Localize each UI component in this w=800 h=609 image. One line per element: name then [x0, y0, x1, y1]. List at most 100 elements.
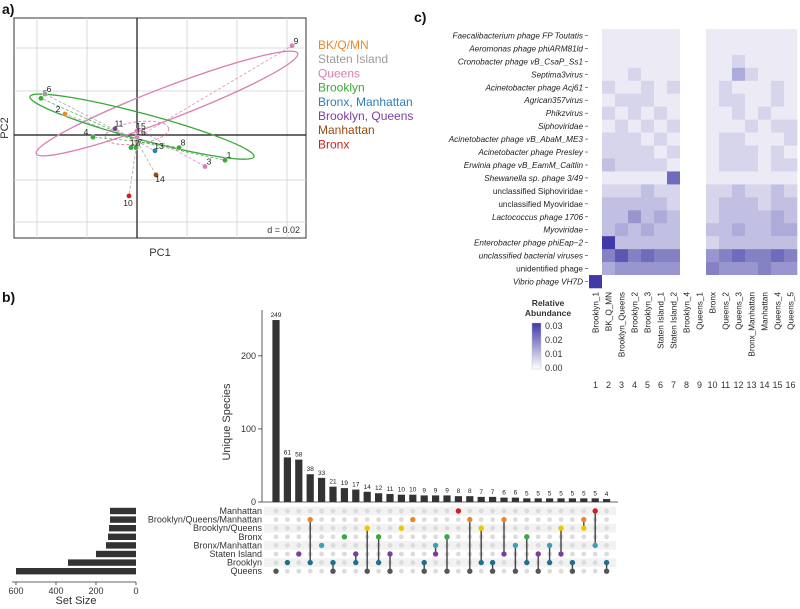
heatmap-row-label: unclassified Siphoviridae [493, 187, 584, 196]
heatmap-cell [615, 158, 629, 172]
heatmap-cell [693, 262, 707, 276]
heatmap-cell [589, 249, 603, 263]
heatmap-column-label: Queens_2 [722, 292, 731, 330]
heatmap-cell [732, 262, 746, 276]
heatmap-cell [615, 29, 629, 43]
pca-legend-item: BK/Q/MN [318, 38, 369, 52]
heatmap-cell [680, 93, 694, 107]
heatmap-cell [745, 275, 759, 289]
matrix-dot-off [547, 568, 552, 574]
heatmap-cell [771, 132, 785, 146]
pca-point-8 [176, 144, 182, 151]
matrix-dot-on [421, 568, 427, 574]
heatmap-cell [680, 249, 694, 263]
matrix-dot-off [330, 525, 336, 531]
heatmap-cell [602, 171, 616, 185]
pca-legend-item: Brooklyn [318, 81, 365, 95]
matrix-dot-on [603, 559, 610, 566]
matrix-dot-off [273, 560, 279, 565]
heatmap-cell [654, 106, 668, 120]
heatmap-column-label: Staten Island_2 [670, 292, 679, 349]
heatmap-cell [654, 67, 668, 82]
heatmap-color-bar [531, 322, 542, 370]
heatmap-column-labels: Brooklyn_1 BK_Q_MN Brooklyn_Queens Brooklyn… [592, 292, 796, 358]
heatmap-cell [758, 223, 772, 237]
heatmap-cell [771, 93, 785, 107]
pca-x-axis-title: PC1 [149, 247, 170, 259]
heatmap-cell [706, 197, 720, 211]
intersection-bar-value: 5 [559, 490, 563, 497]
matrix-dot-on [581, 516, 587, 523]
heatmap-cell [680, 210, 694, 224]
intersection-bar-value: 7 [479, 489, 483, 496]
heatmap-cell [745, 93, 759, 107]
heatmap-cell [654, 54, 668, 69]
heatmap-cell [615, 223, 629, 237]
heatmap-cell [706, 106, 720, 120]
heatmap-column-number: 8 [684, 380, 689, 390]
intersection-bar-value: 8 [457, 488, 461, 495]
heatmap-cell [732, 158, 746, 172]
matrix-dot-off [558, 517, 564, 522]
matrix-dot-off [478, 517, 484, 522]
heatmap-cell [589, 80, 603, 95]
heatmap-cell [758, 145, 772, 159]
matrix-dot-off [319, 525, 324, 531]
pca-point-label-10: 10 [123, 198, 133, 208]
heatmap-column-number: 10 [707, 380, 717, 390]
heatmap-cell [589, 132, 603, 146]
heatmap: Faecalibacterium phage FP Toutatis Aeromo… [448, 29, 798, 390]
matrix-dot-off [501, 568, 507, 574]
matrix-dot-off [399, 534, 404, 540]
matrix-dot-off [444, 517, 450, 522]
pca-legend-item: Bronx [318, 137, 349, 151]
heatmap-cell [706, 184, 720, 198]
heatmap-cell [732, 171, 746, 185]
set-size-bar [96, 550, 136, 558]
heatmap-column-number: 6 [658, 380, 663, 390]
heatmap-cell [667, 236, 681, 250]
heatmap-cell [758, 158, 772, 172]
pca-point-label-1: 1 [227, 150, 232, 160]
matrix-dot-on [273, 568, 279, 574]
heatmap-cell [589, 262, 603, 276]
intersection-bar [386, 493, 394, 502]
heatmap-column-label: Queens_1 [696, 292, 705, 330]
matrix-dot-off [399, 508, 404, 514]
pca-point-11 [112, 125, 118, 132]
set-label: Bronx [238, 532, 262, 542]
heatmap-cell [667, 41, 681, 56]
matrix-dot-off [501, 560, 507, 565]
matrix-dot-off [490, 517, 495, 522]
heatmap-cell [654, 93, 668, 107]
heatmap-cell [641, 184, 655, 198]
heatmap-cell [719, 54, 733, 69]
heatmap-cell [654, 41, 668, 56]
pca-point-13 [152, 147, 158, 154]
pca-point-16 [134, 134, 140, 140]
set-size-tick-label: 400 [48, 586, 63, 596]
matrix-dot-off [273, 508, 279, 514]
matrix-dot-off [604, 551, 609, 557]
matrix-dot-off [342, 543, 347, 548]
heatmap-cell [706, 67, 720, 82]
heatmap-cell [680, 54, 694, 69]
matrix-dot-off [307, 568, 313, 574]
intersection-bar [363, 491, 371, 502]
heatmap-cell [706, 119, 720, 133]
matrix-dot-on [558, 525, 564, 531]
matrix-dot-on [478, 559, 484, 566]
intersection-bar-value: 5 [548, 490, 552, 497]
heatmap-cell [680, 236, 694, 250]
heatmap-row-label: Shewanella sp. phage 3/49 [484, 174, 583, 183]
heatmap-cell [719, 106, 733, 120]
matrix-dot-on [592, 542, 598, 549]
intersection-bar [352, 489, 360, 502]
heatmap-cell [654, 236, 668, 250]
heatmap-cell [654, 249, 668, 263]
heatmap-cell [784, 184, 798, 198]
matrix-dot-on [387, 568, 393, 574]
matrix-dot-on [524, 534, 530, 540]
matrix-dot-off [558, 508, 564, 514]
heatmap-cell [745, 106, 759, 120]
